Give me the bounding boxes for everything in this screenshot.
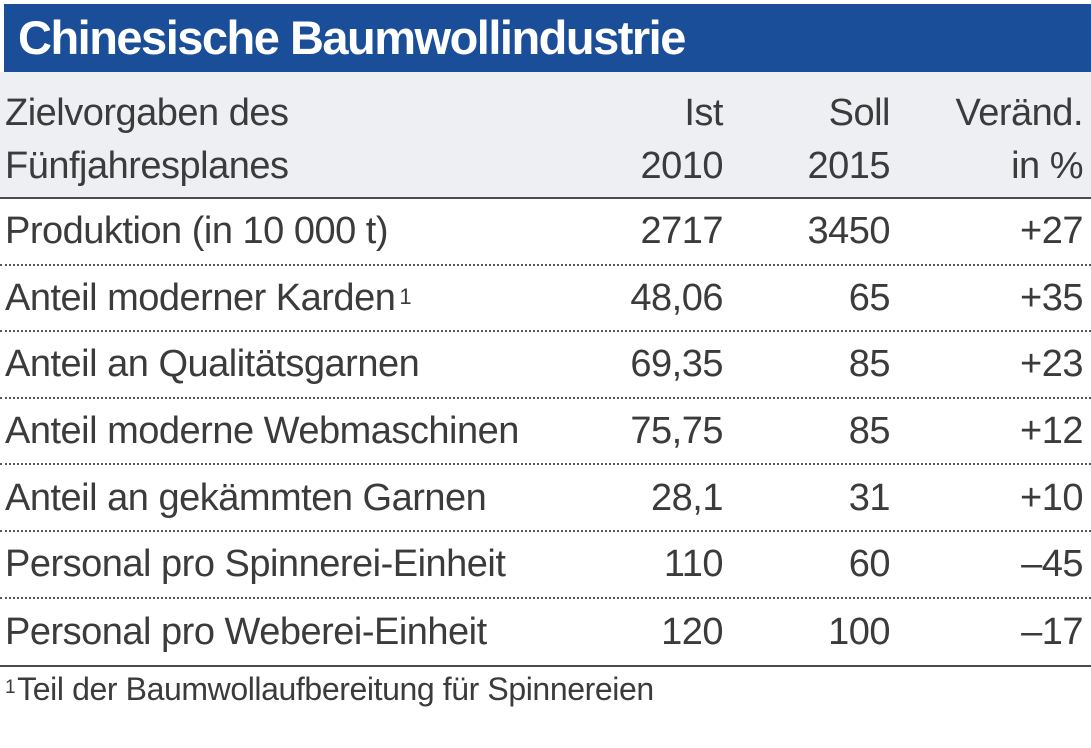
table-row-qualitaetsgarne: Anteil an Qualitätsgarnen 69,35 85 +23 <box>0 332 1091 399</box>
row-header-zielvorgaben: Zielvorgaben des Fünfjahresplanes <box>0 87 560 197</box>
cell-ist: 28,1 <box>651 476 723 519</box>
column-header-soll-2015: Soll 2015 <box>723 87 890 197</box>
row-label: Anteil moderner Karden 1 <box>0 279 560 317</box>
cell-ist: 69,35 <box>630 343 723 386</box>
row-label: Produktion (in 10 000 t) <box>5 210 389 253</box>
row-label: Anteil an gekämmten Garnen <box>5 476 487 519</box>
table-header-row: Zielvorgaben des Fünfjahresplanes Ist 20… <box>0 72 1091 199</box>
cell-change: +12 <box>1020 410 1083 453</box>
row-label: Anteil moderne Webmaschinen <box>5 410 519 453</box>
cell-ist: 48,06 <box>630 276 723 319</box>
column-header-line2: 2010 <box>640 145 723 187</box>
column-header-line1: Ist <box>684 92 723 134</box>
column-header-line1: Soll <box>828 92 891 134</box>
cell-ist: 120 <box>661 610 723 653</box>
cell-soll: 60 <box>848 543 891 586</box>
cell-ist: 75,75 <box>630 410 723 453</box>
column-header-ist-2010: Ist 2010 <box>560 87 723 197</box>
row-label-text: Anteil moderner Karden <box>5 276 396 319</box>
table-row-produktion: Produktion (in 10 000 t) 2717 3450 +27 <box>0 199 1091 266</box>
column-header-veraenderung: Veränd. in % <box>890 87 1091 197</box>
column-header-line1: Veränd. <box>955 92 1084 134</box>
table-row-weberei: Personal pro Weberei-Einheit 120 100 –17 <box>0 599 1091 666</box>
cell-change: +10 <box>1020 476 1083 519</box>
cell-change: –45 <box>1021 543 1083 586</box>
column-header-line2: 2015 <box>807 145 890 187</box>
table-row-spinnerei: Personal pro Spinnerei-Einheit 110 60 –4… <box>0 532 1091 599</box>
footnote-marker: 1 <box>5 676 16 698</box>
cell-ist: 110 <box>663 543 724 586</box>
cell-soll: 65 <box>848 276 891 319</box>
row-label: Personal pro Weberei-Einheit <box>5 610 487 653</box>
cell-change: +27 <box>1020 210 1083 253</box>
cell-soll: 100 <box>828 610 890 653</box>
table-body: Produktion (in 10 000 t) 2717 3450 +27 A… <box>0 199 1091 668</box>
cell-change: +35 <box>1020 276 1083 319</box>
table-row-karden: Anteil moderner Karden 1 48,06 65 +35 <box>0 266 1091 333</box>
cell-soll: 3450 <box>807 210 890 253</box>
row-header-line2: Fünfjahresplanes <box>5 145 289 187</box>
table-row-webmaschinen: Anteil moderne Webmaschinen 75,75 85 +12 <box>0 399 1091 466</box>
cell-soll: 85 <box>848 343 891 386</box>
cell-change: +23 <box>1020 343 1083 386</box>
footnote: 1Teil der Baumwollaufbereitung für Spinn… <box>5 671 654 708</box>
footnote-marker: 1 <box>399 283 412 309</box>
cell-soll: 31 <box>848 476 891 519</box>
row-label: Personal pro Spinnerei-Einheit <box>5 543 506 586</box>
cell-change: –17 <box>1021 610 1083 653</box>
infographic-title: Chinesische Baumwollindustrie <box>18 11 686 64</box>
title-bar: Chinesische Baumwollindustrie <box>4 4 1091 72</box>
footnote-text: Teil der Baumwollaufbereitung für Spinne… <box>17 671 654 707</box>
row-header-line1: Zielvorgaben des <box>5 92 289 134</box>
column-header-line2: in % <box>1011 145 1083 187</box>
table-row-gekaemmte-garne: Anteil an gekämmten Garnen 28,1 31 +10 <box>0 465 1091 532</box>
row-label: Anteil an Qualitätsgarnen <box>5 343 420 386</box>
cell-ist: 2717 <box>640 210 723 253</box>
cell-soll: 85 <box>848 410 891 453</box>
